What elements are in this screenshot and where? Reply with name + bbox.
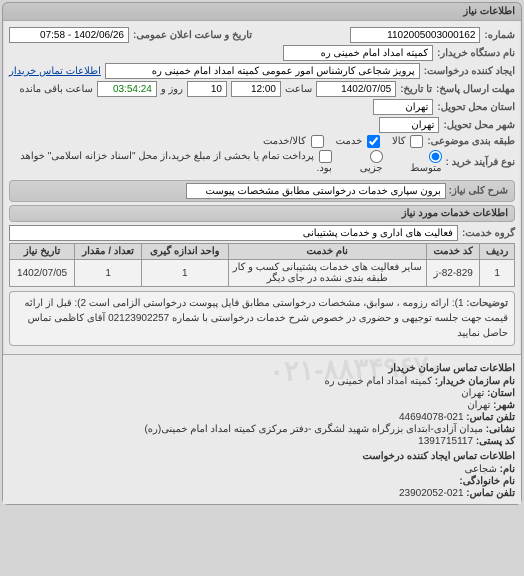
cell-qty: 1 — [75, 260, 142, 287]
services-table: ردیف کد خدمت نام خدمت واحد اندازه گیری ت… — [9, 243, 515, 287]
group-label: گروه خدمت: — [462, 228, 515, 239]
addr-k: نشانی: — [486, 424, 515, 435]
medium-radio-label[interactable]: متوسط — [395, 150, 442, 174]
notes-text: 1): ارائه رزومه ، سوابق، مشخصات درخواستی… — [25, 298, 508, 339]
group-field[interactable] — [9, 225, 458, 241]
fam-k: نام خانوادگی: — [459, 476, 515, 487]
addr-v: میدان آزادی-ابتدای بزرگراه شهید لشگری -د… — [144, 424, 483, 435]
th-date: تاریخ نیاز — [10, 244, 75, 260]
city-k: شهر: — [493, 400, 515, 411]
days-field[interactable] — [187, 81, 227, 97]
post-v: 1391715117 — [418, 436, 473, 447]
card-header: اطلاعات نیاز — [3, 3, 521, 21]
goods-check-label[interactable]: کالا — [392, 135, 423, 148]
cell-date: 1402/07/05 — [10, 260, 75, 287]
cell-idx: 1 — [480, 260, 515, 287]
buyer-label: نام دستگاه خریدار: — [437, 48, 515, 59]
city-v: تهران — [467, 400, 490, 411]
remain-label: ساعت باقی مانده — [19, 84, 92, 95]
buyer-field[interactable] — [283, 45, 433, 61]
deadline-label: مهلت ارسال پاسخ: — [436, 84, 515, 95]
name-v: شجاعی — [465, 464, 497, 475]
notes-box: توضیحات: 1): ارائه رزومه ، سوابق، مشخصات… — [9, 291, 515, 346]
requester-field[interactable] — [105, 63, 420, 79]
notes-label: توضیحات: — [466, 298, 508, 309]
th-code: کد خدمت — [426, 244, 479, 260]
services-section-title: اطلاعات خدمات مورد نیاز — [9, 205, 515, 222]
phone2-v: 021-23902052 — [399, 488, 464, 499]
contact-block: اطلاعات تماس سازمان خریدار نام سازمان خر… — [3, 354, 521, 504]
announce-label: تاریخ و ساعت اعلان عمومی: — [133, 30, 252, 41]
overall-desc-label: شرح کلی نیاز: — [449, 186, 508, 197]
deadline-date[interactable] — [316, 81, 396, 97]
th-name: نام خدمت — [228, 244, 426, 260]
process-label: نوع فرآیند خرید : — [446, 157, 515, 168]
post-k: کد پستی: — [476, 436, 515, 447]
deadline-time[interactable] — [231, 81, 281, 97]
th-qty: تعداد / مقدار — [75, 244, 142, 260]
overall-desc-field[interactable] — [186, 183, 446, 199]
remain-field — [97, 81, 157, 97]
process-note-check[interactable]: پرداخت تمام یا بخشی از مبلغ خرید،از محل … — [17, 150, 332, 174]
goods-check[interactable] — [410, 135, 423, 148]
buyer-contact-link[interactable]: اطلاعات تماس خریدار — [9, 66, 101, 77]
province-k: استان: — [487, 388, 515, 399]
partial-radio[interactable] — [370, 150, 383, 163]
announce-field[interactable] — [9, 27, 129, 43]
partial-radio-label[interactable]: جزیی — [344, 150, 383, 174]
org-name-v: کمیته امداد امام خمینی ره — [325, 376, 432, 387]
number-field[interactable] — [350, 27, 480, 43]
service-check-label[interactable]: خدمت — [336, 135, 380, 148]
requester-label: ایجاد کننده درخواست: — [424, 66, 515, 77]
th-idx: ردیف — [480, 244, 515, 260]
phone-k: تلفن تماس: — [466, 412, 515, 423]
number-label: شماره: — [484, 30, 515, 41]
province-label: استان محل تحویل: — [437, 102, 515, 113]
province-field[interactable] — [373, 99, 433, 115]
phone-v: 021-44694078 — [399, 412, 464, 423]
req-contact-title: اطلاعات تماس ایجاد کننده درخواست — [9, 451, 515, 462]
cell-unit: 1 — [142, 260, 228, 287]
medium-radio[interactable] — [429, 150, 442, 163]
th-unit: واحد اندازه گیری — [142, 244, 228, 260]
both-check[interactable] — [311, 135, 324, 148]
days-label: روز و — [161, 84, 183, 95]
budget-label: طبقه بندی موضوعی: — [427, 136, 515, 147]
phone2-k: تلفن تماس: — [466, 488, 515, 499]
treasury-check[interactable] — [319, 150, 332, 163]
both-check-label[interactable]: کالا/خدمت — [263, 135, 324, 148]
until-label: تا تاریخ: — [400, 84, 432, 95]
cell-name: سایر فعالیت های خدمات پشتیبانی کسب و کار… — [228, 260, 426, 287]
name-k: نام: — [500, 464, 515, 475]
service-check[interactable] — [367, 135, 380, 148]
time-label: ساعت — [285, 84, 312, 95]
info-card: اطلاعات نیاز شماره: تاریخ و ساعت اعلان ع… — [2, 2, 522, 505]
cell-code: 82-829-ز — [426, 260, 479, 287]
org-name-k: نام سازمان خریدار: — [435, 376, 515, 387]
province-v: تهران — [461, 388, 484, 399]
city-label: شهر محل تحویل: — [443, 120, 515, 131]
org-contact-title: اطلاعات تماس سازمان خریدار — [9, 363, 515, 374]
table-row[interactable]: 1 82-829-ز سایر فعالیت های خدمات پشتیبان… — [10, 260, 515, 287]
city-field[interactable] — [379, 117, 439, 133]
